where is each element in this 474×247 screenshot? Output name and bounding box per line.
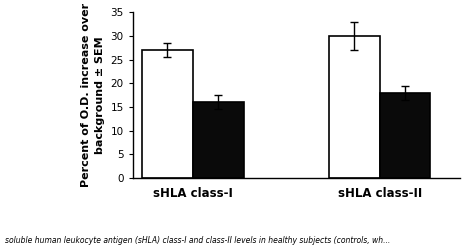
Bar	[193, 102, 244, 178]
Y-axis label: Percent of O.D. increase over
background ± SEM: Percent of O.D. increase over background…	[81, 3, 105, 187]
Bar	[329, 36, 380, 178]
Text: soluble human leukocyte antigen (sHLA) class-I and class-II levels in healthy su: soluble human leukocyte antigen (sHLA) c…	[5, 236, 390, 245]
Bar	[142, 50, 193, 178]
Bar	[380, 93, 430, 178]
